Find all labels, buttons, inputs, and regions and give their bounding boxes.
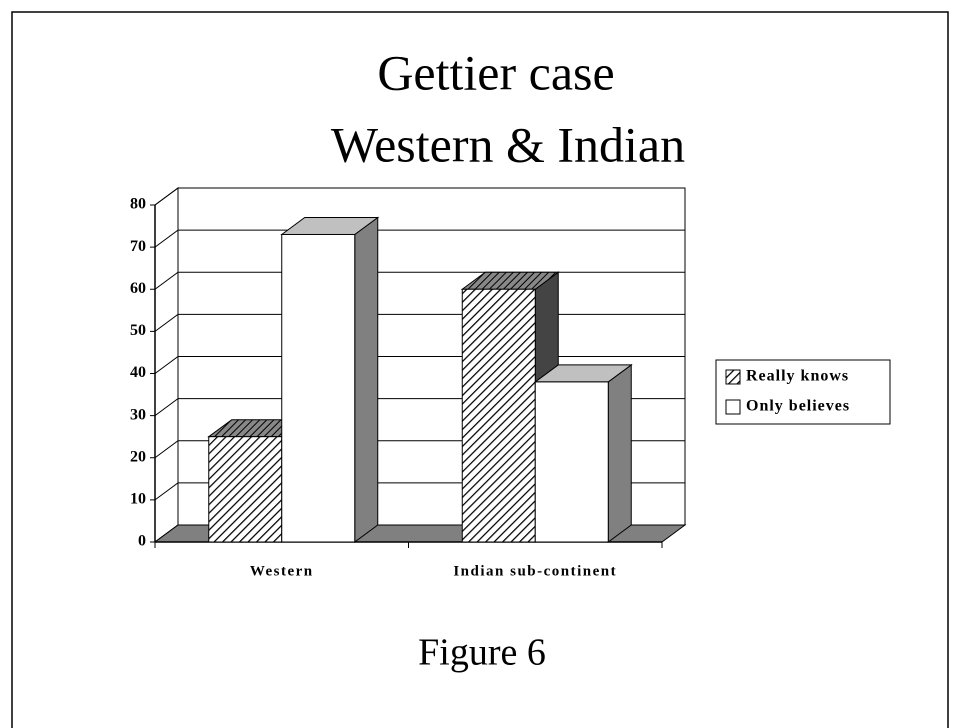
legend-swatch <box>725 399 741 415</box>
grid-line <box>154 229 685 248</box>
y-tick-label: 70 <box>130 238 146 255</box>
y-tick-label: 30 <box>130 406 146 423</box>
caption: Figure 6 <box>418 632 546 674</box>
y-tick-label: 50 <box>130 322 146 339</box>
bar <box>533 363 633 543</box>
y-tick-label: 10 <box>130 491 146 508</box>
bar-side <box>354 216 379 543</box>
bar-front <box>534 381 609 543</box>
y-tick-label: 80 <box>130 196 146 213</box>
x-tick-label: Indian sub-continent <box>453 563 617 579</box>
legend-label: Really knows <box>746 368 849 385</box>
chart-title: Gettier case <box>377 44 614 100</box>
legend-label: Only believes <box>746 398 850 415</box>
chart-title: Western & Indian <box>331 116 685 172</box>
bar-side <box>607 363 632 543</box>
grid-line <box>154 187 685 206</box>
y-tick-label: 60 <box>130 280 146 297</box>
y-tick-label: 20 <box>130 448 146 465</box>
slide-border <box>11 11 949 728</box>
y-tick-label: 0 <box>138 533 146 550</box>
legend: Really knows Only believes <box>715 359 891 425</box>
legend-box <box>715 359 891 425</box>
bar-front <box>208 436 283 543</box>
bar <box>280 216 380 543</box>
bar-front <box>461 288 536 543</box>
y-tick-label: 40 <box>130 364 146 381</box>
bar-front <box>281 233 356 543</box>
legend-swatch <box>725 369 741 385</box>
x-tick-label: Western <box>250 563 314 579</box>
